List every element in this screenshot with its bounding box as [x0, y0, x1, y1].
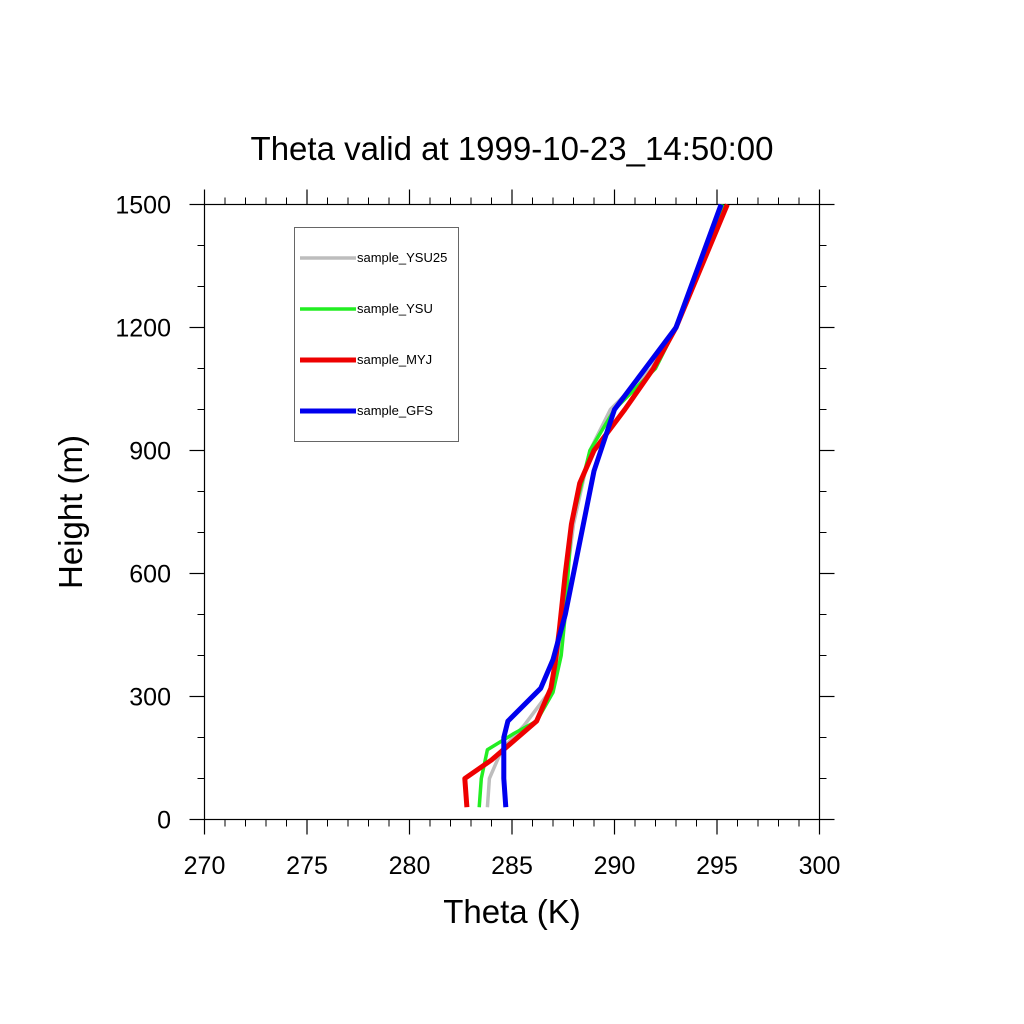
x-tick-label: 290	[594, 852, 636, 880]
legend-label-sample-ysu: sample_YSU	[357, 301, 433, 316]
series-line-sample-myj	[462, 203, 730, 808]
x-tick-label: 300	[799, 852, 841, 880]
y-tick-label: 1200	[115, 315, 171, 343]
major-ticks	[189, 189, 835, 835]
series-lines	[462, 203, 730, 808]
y-tick-label: 0	[157, 807, 171, 835]
x-tick-label: 280	[389, 852, 431, 880]
y-tick-label: 600	[129, 561, 171, 589]
minor-ticks	[197, 197, 827, 827]
x-axis-title: Theta (K)	[443, 893, 581, 930]
x-tick-labels: 270 275 280 285 290 295 300	[184, 852, 841, 880]
legend-label-sample-myj: sample_MYJ	[357, 352, 432, 367]
chart-title: Theta valid at 1999-10-23_14:50:00	[251, 130, 774, 167]
legend: sample_YSU25 sample_YSU sample_MYJ sample_G…	[294, 227, 459, 442]
legend-box	[294, 227, 459, 442]
y-tick-label: 300	[129, 684, 171, 712]
series-line-sample-gfs	[501, 203, 724, 808]
y-axis-title: Height (m)	[52, 435, 89, 589]
y-tick-label: 900	[129, 438, 171, 466]
x-tick-label: 275	[286, 852, 328, 880]
y-tick-labels: 0 300 600 900 1200 1500	[115, 192, 171, 835]
x-tick-label: 295	[696, 852, 738, 880]
y-tick-label: 1500	[115, 192, 171, 220]
legend-label-sample-ysu25: sample_YSU25	[357, 250, 447, 265]
legend-items: sample_YSU25 sample_YSU sample_MYJ sample_G…	[300, 250, 447, 418]
x-tick-label: 285	[491, 852, 533, 880]
x-tick-label: 270	[184, 852, 226, 880]
legend-label-sample-gfs: sample_GFS	[357, 403, 433, 418]
